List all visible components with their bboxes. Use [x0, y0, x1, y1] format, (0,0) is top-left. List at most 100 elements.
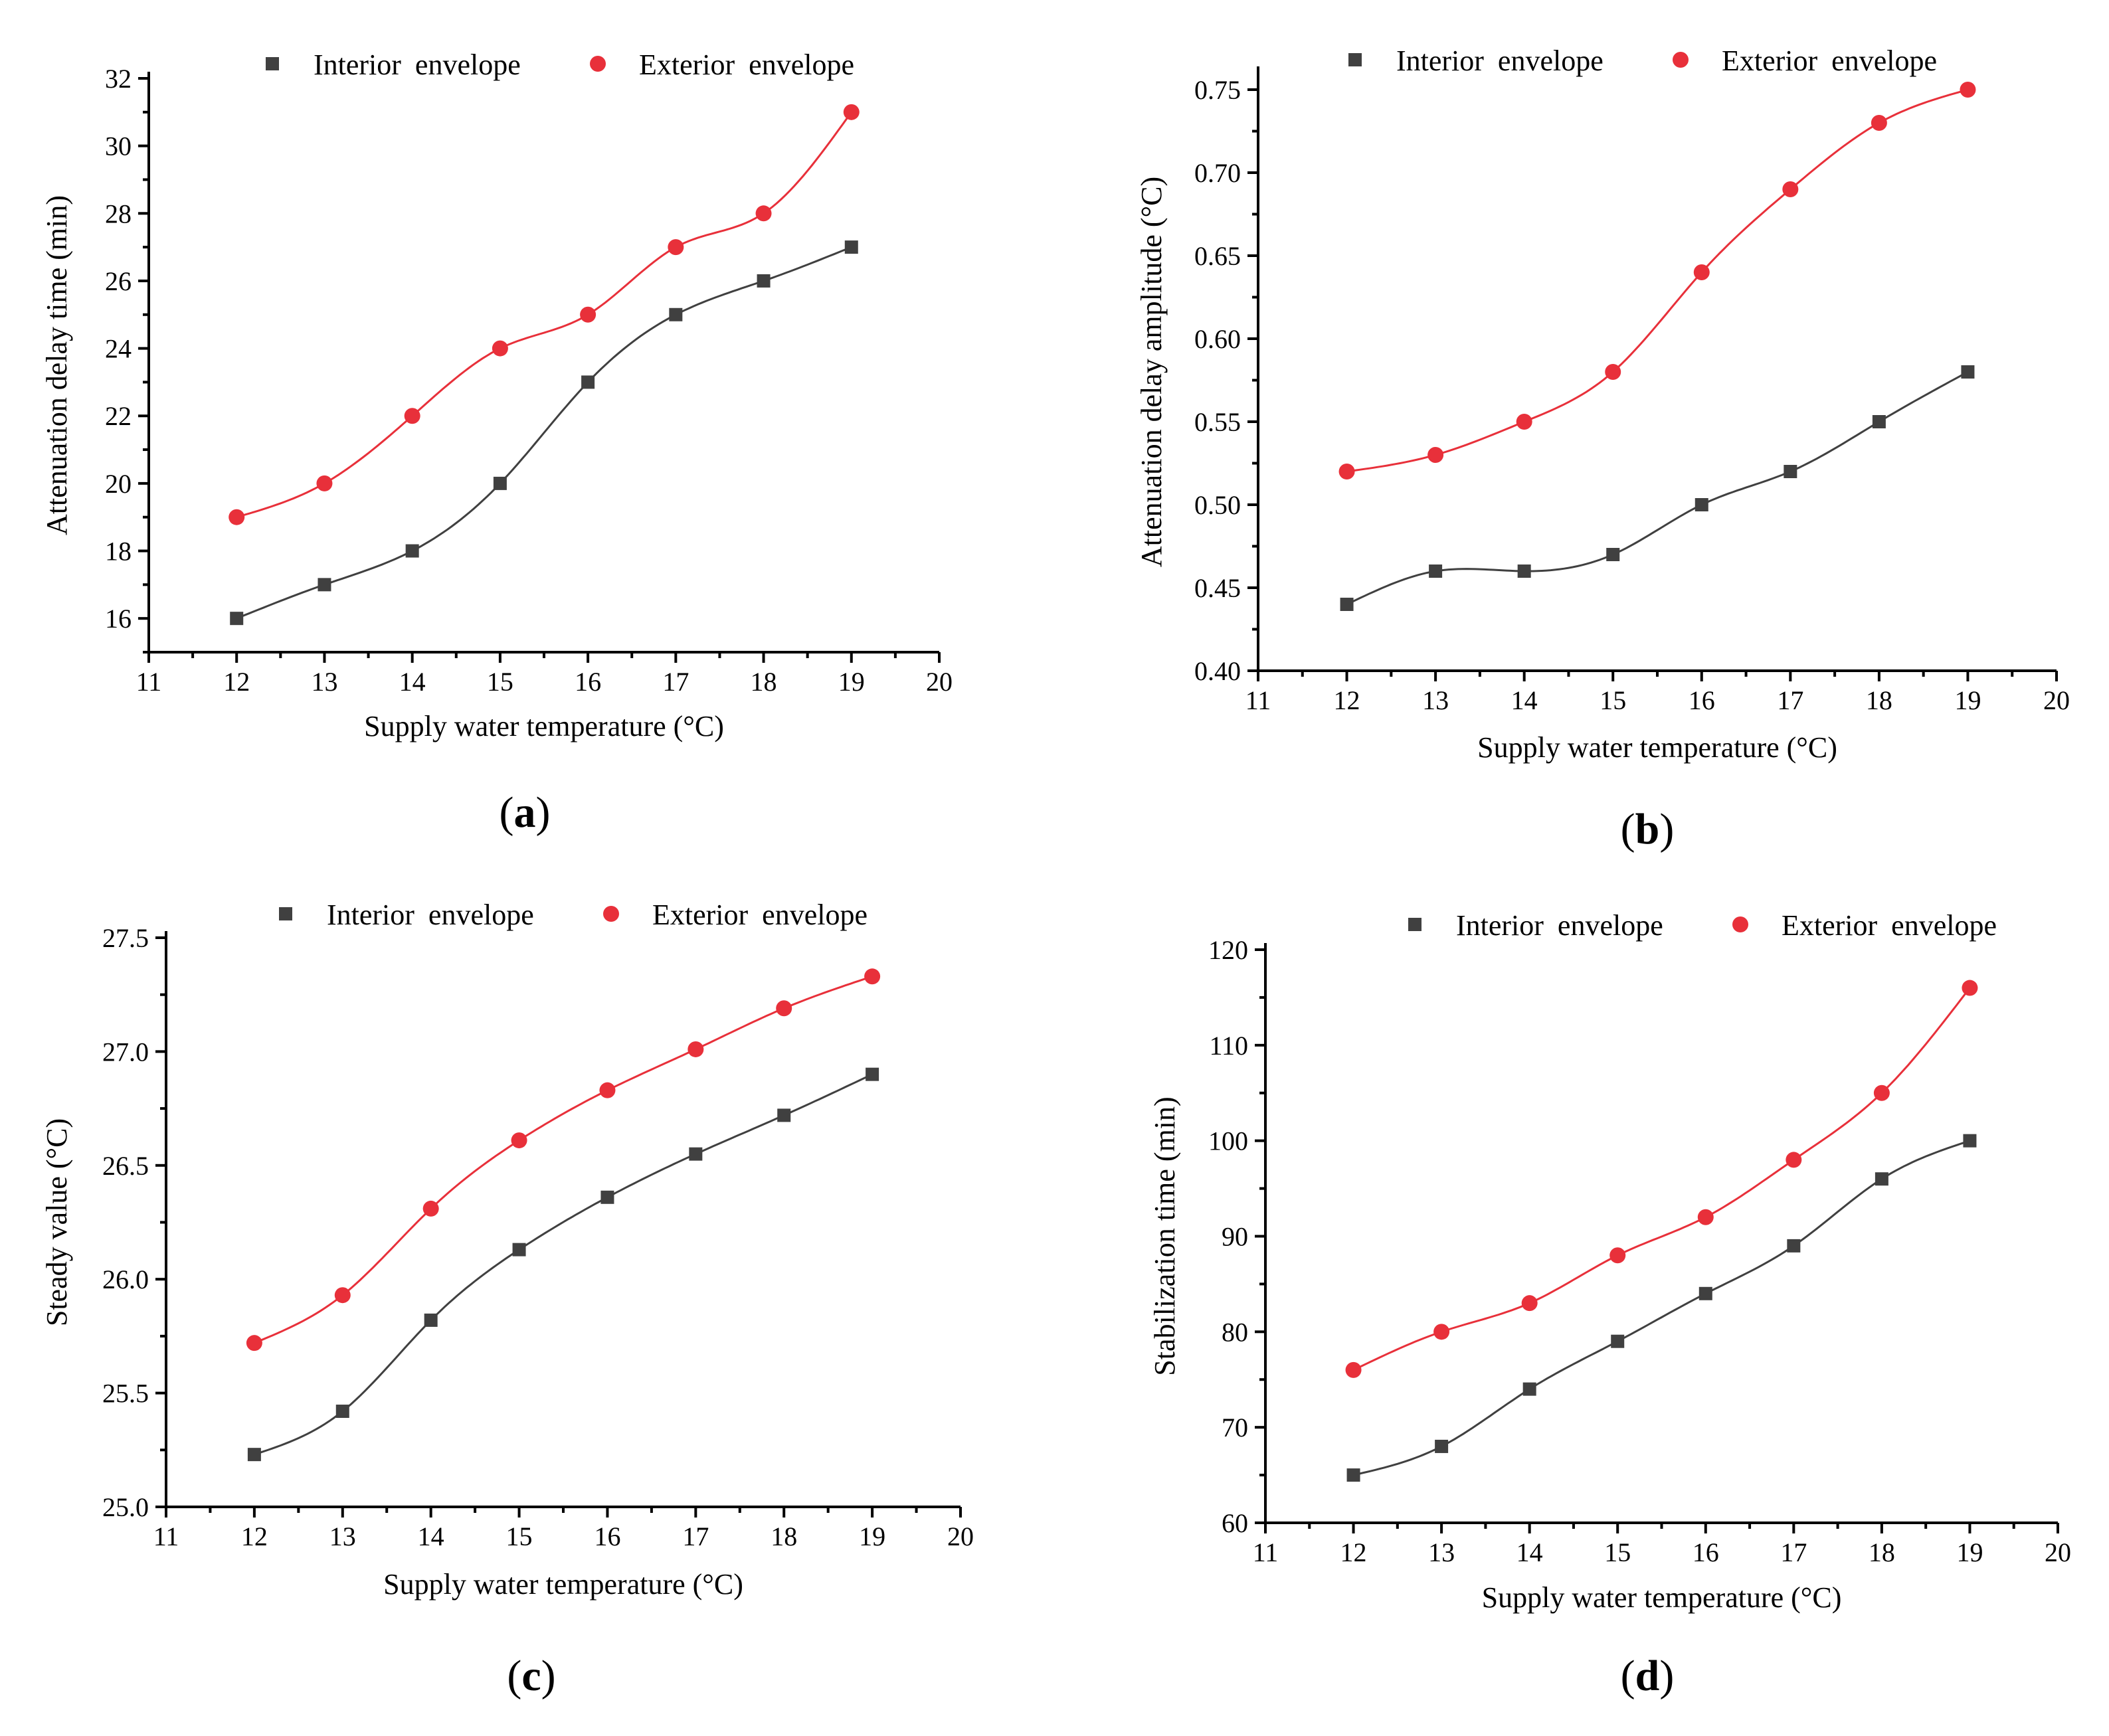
y-tick-label: 26.5: [102, 1151, 149, 1181]
data-point-exterior: [688, 1041, 704, 1057]
chart-panel-a: 11 12 13 14 15 16 17 18 19 20 16 18 20 22 24 26 28 30 32 Su…: [41, 48, 953, 837]
data-point-interior: [689, 1147, 703, 1161]
x-axis-label: Supply water temperature (°C): [1482, 1581, 1842, 1614]
data-point-exterior: [1609, 1247, 1626, 1264]
data-point-exterior: [668, 239, 684, 256]
y-tick-label: 0.50: [1194, 490, 1241, 520]
y-axis-label: Steady value (°C): [41, 1118, 73, 1326]
x-tick-label: 15: [506, 1521, 533, 1551]
fit-curve-interior: [1353, 1140, 1970, 1476]
data-point-exterior: [1786, 1152, 1802, 1168]
x-tick-label: 15: [487, 667, 513, 697]
legend: Interior envelope Exterior envelope: [266, 48, 854, 81]
data-point-exterior: [1782, 181, 1799, 197]
y-tick-label: 0.60: [1194, 324, 1241, 354]
y-tick-label: 22: [105, 401, 132, 431]
legend-marker-interior: [1408, 918, 1421, 931]
data-point-interior: [247, 1448, 261, 1462]
data-point-interior: [1340, 598, 1354, 611]
data-point-interior: [335, 1405, 349, 1419]
x-tick-label: 12: [223, 667, 250, 697]
legend-label: Interior envelope: [1456, 909, 1663, 942]
y-tick-label: 110: [1209, 1031, 1248, 1061]
data-point-interior: [757, 274, 771, 288]
data-point-interior: [1429, 564, 1443, 578]
data-point-exterior: [1693, 264, 1710, 280]
x-tick-label: 16: [575, 667, 601, 697]
x-tick-label: 16: [594, 1521, 620, 1551]
fit-curve-exterior: [236, 111, 853, 519]
y-tick-label: 27.0: [102, 1037, 149, 1067]
y-tick-label: 60: [1222, 1508, 1248, 1538]
x-tick-label: 14: [399, 667, 426, 697]
y-tick-label: 120: [1208, 935, 1248, 965]
x-tick-label: 17: [662, 667, 689, 697]
y-tick-label: 25.5: [102, 1379, 149, 1409]
y-tick-label: 0.45: [1194, 573, 1241, 603]
x-tick-label: 17: [682, 1521, 709, 1551]
x-tick-label: 13: [311, 667, 337, 697]
x-tick-label: 17: [1780, 1537, 1807, 1567]
data-point-exterior: [334, 1287, 351, 1304]
x-tick-label: 18: [1869, 1537, 1895, 1567]
data-point-interior: [1872, 415, 1886, 428]
x-tick-label: 19: [1956, 1537, 1983, 1567]
legend-label: Interior envelope: [1396, 44, 1604, 77]
x-tick-label: 13: [1422, 685, 1449, 715]
data-point-interior: [1695, 498, 1708, 511]
x-tick-label: 12: [241, 1521, 268, 1551]
legend-marker-exterior: [1673, 52, 1689, 68]
y-tick-label: 20: [105, 469, 132, 499]
data-point-interior: [600, 1190, 614, 1204]
panel-label: (a): [500, 788, 551, 837]
data-point-interior: [318, 578, 331, 592]
legend-marker-exterior: [590, 56, 606, 72]
y-tick-label: 100: [1208, 1126, 1248, 1156]
x-tick-label: 18: [771, 1521, 797, 1551]
data-point-exterior: [511, 1132, 527, 1149]
legend-label: Exterior envelope: [1782, 909, 1997, 942]
y-axis-label: Attenuation delay time (min): [41, 195, 73, 535]
data-point-exterior: [404, 408, 420, 424]
y-tick-label: 80: [1222, 1317, 1248, 1347]
data-point-interior: [230, 612, 244, 626]
legend-label: Interior envelope: [314, 48, 521, 81]
y-tick-label: 18: [105, 537, 132, 566]
y-tick-label: 27.5: [102, 923, 149, 953]
data-point-exterior: [755, 205, 772, 222]
data-point-exterior: [1605, 364, 1621, 380]
chart-panel-c: 11 12 13 14 15 16 17 18 19 20 25.0 25.5 26.0 26.5 27.0…: [41, 899, 974, 1700]
legend-marker-exterior: [1732, 916, 1748, 932]
data-point-interior: [1346, 1468, 1360, 1482]
x-axis-label: Supply water temperature (°C): [364, 710, 724, 742]
data-point-interior: [1698, 1286, 1712, 1300]
data-point-interior: [424, 1313, 438, 1327]
data-point-interior: [581, 375, 595, 389]
legend-label: Exterior envelope: [1722, 44, 1937, 77]
y-tick-label: 0.75: [1194, 75, 1241, 105]
x-tick-label: 14: [418, 1521, 444, 1551]
legend-label: Exterior envelope: [652, 899, 868, 931]
panel-label: (c): [507, 1652, 555, 1700]
x-tick-label: 14: [1511, 685, 1538, 715]
x-tick-label: 20: [926, 667, 953, 697]
y-axis-label: Stabilization time (min): [1148, 1096, 1181, 1375]
data-point-interior: [1611, 1334, 1625, 1348]
x-tick-label: 16: [1693, 1537, 1719, 1567]
panel-label: (b): [1621, 805, 1675, 853]
y-tick-label: 90: [1222, 1222, 1248, 1252]
data-point-exterior: [1433, 1324, 1450, 1340]
data-point-exterior: [1521, 1295, 1538, 1312]
data-point-exterior: [599, 1082, 616, 1098]
data-point-interior: [1963, 1134, 1977, 1148]
x-tick-label: 20: [2045, 1537, 2071, 1567]
x-tick-label: 19: [1954, 685, 1981, 715]
x-tick-label: 13: [329, 1521, 356, 1551]
legend: Interior envelope Exterior envelope: [1348, 44, 1937, 77]
data-point-interior: [777, 1108, 791, 1122]
x-tick-label: 17: [1777, 685, 1803, 715]
fit-curve-exterior: [1352, 987, 1971, 1371]
data-point-interior: [866, 1067, 879, 1081]
x-tick-label: 19: [838, 667, 865, 697]
